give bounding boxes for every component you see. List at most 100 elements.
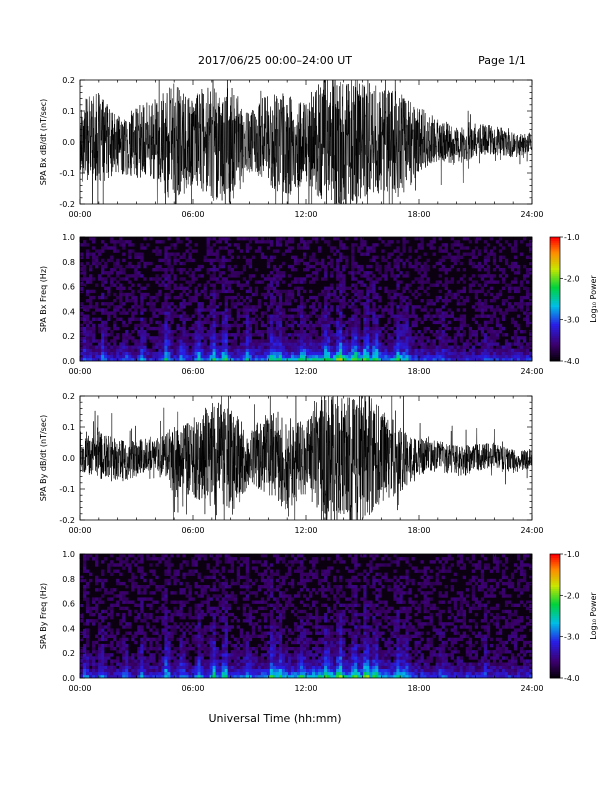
spectrogram-cell (490, 318, 493, 321)
spectrogram-cell (285, 302, 288, 305)
spectrogram-cell (324, 318, 327, 321)
spectrogram-cell (523, 274, 526, 277)
spectrogram-cell (131, 249, 134, 252)
spectrogram-cell (210, 663, 213, 666)
spectrogram-cell (204, 342, 207, 345)
spectrogram-cell (195, 339, 198, 342)
spectrogram-cell (155, 327, 158, 330)
spectrogram-cell (375, 265, 378, 268)
colorbar-tick-label: -2.0 (564, 274, 580, 283)
spectrogram-cell (83, 554, 86, 557)
spectrogram-cell (216, 554, 219, 557)
spectrogram-cell (222, 641, 225, 644)
spectrogram-cell (378, 336, 381, 339)
spectrogram-cell (122, 619, 125, 622)
spectrogram-cell (366, 296, 369, 299)
spectrogram-cell (195, 243, 198, 246)
spectrogram-cell (83, 274, 86, 277)
spectrogram-cell (228, 290, 231, 293)
spectrogram-cell (216, 315, 219, 318)
spectrogram-cell (378, 327, 381, 330)
y-tick-label: -0.1 (59, 485, 75, 494)
spectrogram-cell (231, 324, 234, 327)
spectrogram-cell (164, 644, 167, 647)
spectrogram-cell (89, 659, 92, 662)
spectrogram-cell (505, 349, 508, 352)
spectrogram-cell (116, 656, 119, 659)
spectrogram-cell (243, 284, 246, 287)
spectrogram-cell (195, 656, 198, 659)
spectrogram-cell (354, 330, 357, 333)
spectrogram-cell (143, 632, 146, 635)
spectrogram-cell (195, 249, 198, 252)
spectrogram-cell (101, 582, 104, 585)
spectrogram-cell (219, 246, 222, 249)
spectrogram-cell (110, 628, 113, 631)
spectrogram-cell (517, 339, 520, 342)
spectrogram-cell (288, 339, 291, 342)
spectrogram-cell (439, 352, 442, 355)
spectrogram-cell (375, 324, 378, 327)
spectrogram-cell (222, 628, 225, 631)
x-axis-label: Universal Time (hh:mm) (209, 712, 342, 725)
spectrogram-cell (300, 308, 303, 311)
spectrogram-cell (297, 280, 300, 283)
spectrogram-cell (246, 339, 249, 342)
spectrogram-cell (101, 619, 104, 622)
spectrogram-cell (351, 265, 354, 268)
spectrogram-cell (339, 277, 342, 280)
spectrogram-cell (86, 330, 89, 333)
spectrogram-cell (240, 352, 243, 355)
spectrogram-cell (246, 259, 249, 262)
spectrogram-cell (207, 597, 210, 600)
spectrogram-cell (216, 240, 219, 243)
spectrogram-cell (173, 277, 176, 280)
spectrogram-cell (297, 336, 300, 339)
spectrogram-cell (387, 296, 390, 299)
spectrogram-cell (167, 237, 170, 240)
spectrogram-cell (285, 333, 288, 336)
spectrogram-cell (466, 346, 469, 349)
spectrogram-cell (119, 271, 122, 274)
spectrogram-cell (354, 308, 357, 311)
spectrogram-cell (336, 349, 339, 352)
spectrogram-cell (167, 302, 170, 305)
spectrogram-cell (490, 299, 493, 302)
spectrogram-cell (312, 277, 315, 280)
spectrogram-cell (122, 597, 125, 600)
spectrogram-cell (188, 240, 191, 243)
spectrogram-cell (288, 293, 291, 296)
spectrogram-cell (195, 613, 198, 616)
spectrogram-cell (110, 302, 113, 305)
spectrogram-cell (222, 324, 225, 327)
spectrogram-cell (225, 277, 228, 280)
spectrogram-cell (182, 321, 185, 324)
spectrogram-cell (421, 321, 424, 324)
spectrogram-cell (216, 268, 219, 271)
spectrogram-cell (122, 268, 125, 271)
spectrogram-cell (478, 305, 481, 308)
spectrogram-cell (152, 659, 155, 662)
spectrogram-cell (167, 635, 170, 638)
spectrogram-cell (101, 327, 104, 330)
spectrogram-cell (336, 342, 339, 345)
spectrogram-cell (405, 342, 408, 345)
spectrogram-cell (417, 330, 420, 333)
spectrogram-cell (107, 591, 110, 594)
spectrogram-cell (411, 330, 414, 333)
spectrogram-cell (140, 327, 143, 330)
spectrogram-cell (155, 293, 158, 296)
spectrogram-cell (95, 582, 98, 585)
spectrogram-cell (107, 333, 110, 336)
spectrogram-cell (195, 570, 198, 573)
spectrogram-cell (493, 339, 496, 342)
spectrogram-cell (475, 296, 478, 299)
spectrogram-cell (110, 333, 113, 336)
spectrogram-cell (357, 293, 360, 296)
spectrogram-cell (330, 330, 333, 333)
spectrogram-cell (421, 308, 424, 311)
spectrogram-cell (309, 330, 312, 333)
spectrogram-cell (330, 262, 333, 265)
spectrogram-cell (499, 349, 502, 352)
spectrogram-cell (255, 346, 258, 349)
